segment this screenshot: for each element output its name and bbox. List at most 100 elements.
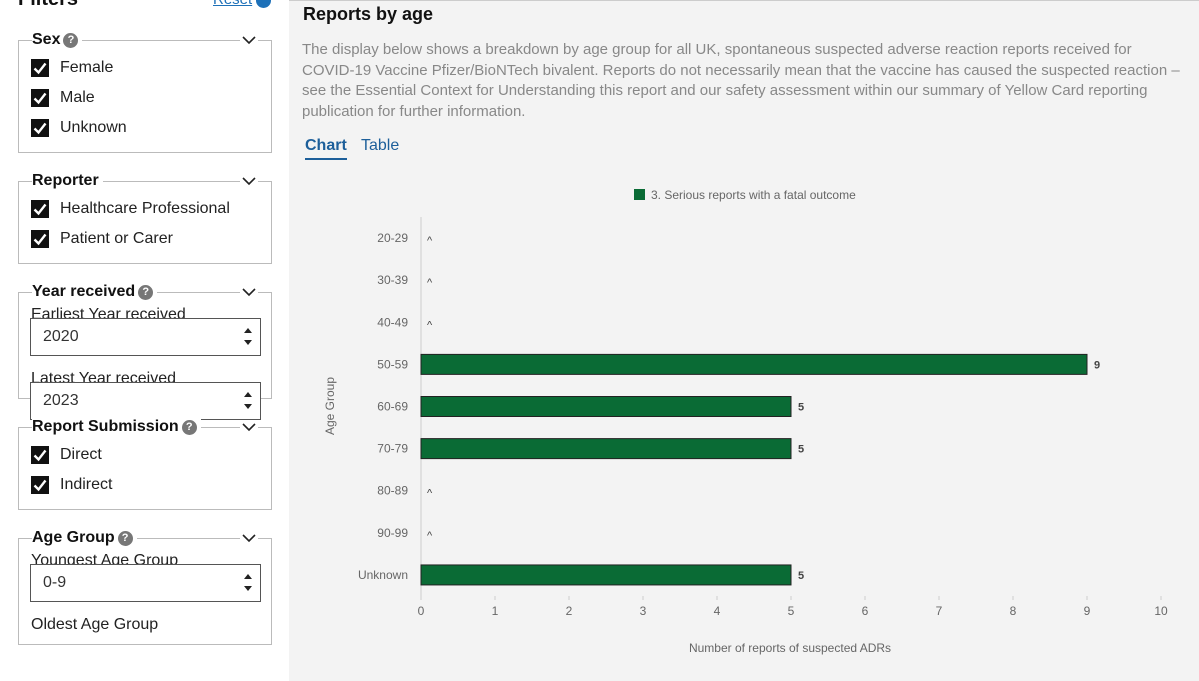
chevron[interactable]	[240, 421, 258, 433]
legend-swatch	[634, 189, 645, 200]
legend-text[interactable]: Report Submission	[32, 418, 179, 435]
checkbox-label[interactable]: Indirect	[60, 476, 113, 493]
y-tick-label: 90-99	[377, 526, 408, 540]
legend-label: 3. Serious reports with a fatal outcome	[651, 188, 856, 202]
filter-group	[18, 40, 272, 153]
bar	[420, 353, 1088, 375]
select[interactable]: 0-9	[30, 564, 261, 602]
y-tick-label: 70-79	[377, 442, 408, 456]
legend-text[interactable]: Reporter	[32, 172, 99, 189]
help-icon[interactable]: ?	[138, 285, 154, 300]
heading: Reports by age	[303, 4, 434, 24]
filter-group	[18, 427, 272, 510]
y-tick-label: Unknown	[358, 568, 408, 582]
bar	[420, 438, 792, 460]
x-tick-label: 0	[418, 604, 425, 618]
chevron-icon	[242, 423, 256, 432]
check-mark	[33, 62, 47, 75]
reset-link[interactable]: Reset	[213, 0, 252, 8]
checkbox-label[interactable]: Male	[60, 89, 95, 106]
legend-text[interactable]: Age Group	[32, 529, 115, 546]
value-label: ^	[427, 235, 433, 247]
checkbox[interactable]	[31, 230, 49, 248]
select[interactable]: 2020	[30, 318, 261, 356]
value-label: 5	[798, 402, 804, 414]
select-arrows	[244, 574, 252, 591]
checkbox-label[interactable]: Healthcare Professional	[60, 200, 230, 217]
filter-legend[interactable]: Sex?	[32, 30, 83, 50]
x-tick-label: 2	[566, 604, 573, 618]
checkbox-label[interactable]: Female	[60, 59, 114, 76]
checkbox[interactable]	[31, 119, 49, 137]
main-panel: Reports by age The display below shows a…	[289, 0, 1199, 681]
tab-table[interactable]: Table	[361, 137, 400, 154]
x-tick-label: 10	[1154, 604, 1168, 618]
check-mark	[33, 92, 47, 105]
checkbox[interactable]	[31, 200, 49, 218]
description: The display below shows a breakdown by a…	[302, 41, 1180, 120]
filter-legend[interactable]: Year received?	[32, 282, 158, 302]
checkbox[interactable]	[31, 446, 49, 464]
filter-legend[interactable]: Reporter	[32, 171, 103, 191]
value-label: ^	[427, 277, 433, 289]
checkbox-label[interactable]: Direct	[60, 446, 102, 463]
filter-group	[18, 181, 272, 264]
check-mark	[33, 233, 47, 246]
select-arrows	[244, 392, 252, 409]
select[interactable]: 2023	[30, 382, 261, 420]
legend-text[interactable]: Sex	[32, 31, 61, 48]
x-tick-label: 8	[1010, 604, 1017, 618]
x-tick-label: 7	[936, 604, 943, 618]
select-value: 0-9	[43, 574, 67, 591]
filter-sidebar: Filters Reset Female Male Unknown Sex? Healt…	[0, 0, 289, 681]
x-tick-label: 4	[714, 604, 721, 618]
y-tick-label: 20-29	[377, 231, 408, 245]
select-value: 2023	[43, 392, 79, 409]
y-tick-label: 50-59	[377, 357, 408, 371]
select-value: 2020	[43, 328, 79, 345]
check-mark	[33, 122, 47, 135]
y-tick-label: 80-89	[377, 484, 408, 498]
x-tick-label: 3	[640, 604, 647, 618]
chart: 0 1 2 3 4 5 6 7 8 9 10 Number of reports of suspect…	[323, 188, 1168, 655]
help-icon[interactable]: ?	[181, 420, 197, 435]
reset-icon[interactable]	[256, 0, 271, 8]
help-icon[interactable]: ?	[63, 33, 79, 48]
x-tick-label: 9	[1084, 604, 1091, 618]
select-label: Oldest Age Group	[31, 616, 159, 633]
y-tick-label: 40-49	[377, 315, 408, 329]
value-label: ^	[427, 319, 433, 331]
chevron[interactable]	[240, 286, 258, 298]
select-arrows	[244, 328, 252, 345]
bar	[420, 564, 792, 586]
filters-title: Filters	[18, 0, 78, 11]
chevron[interactable]	[240, 532, 258, 544]
chevron[interactable]	[240, 175, 258, 187]
chevron[interactable]	[240, 34, 258, 46]
filter-legend[interactable]: Report Submission?	[32, 417, 201, 437]
filter-legend[interactable]: Age Group?	[32, 528, 137, 548]
value-label: 9	[1094, 359, 1100, 371]
x-axis-title: Number of reports of suspected ADRs	[689, 641, 891, 655]
chevron-icon	[242, 36, 256, 45]
chevron-icon	[242, 534, 256, 543]
checkbox[interactable]	[31, 89, 49, 107]
checkbox-label[interactable]: Unknown	[60, 119, 127, 136]
help-icon[interactable]: ?	[117, 531, 133, 546]
chevron-icon	[242, 177, 256, 186]
value-label: ^	[427, 488, 433, 500]
checkbox-label[interactable]: Patient or Carer	[60, 230, 173, 247]
check-mark	[33, 449, 47, 462]
tab-chart[interactable]: Chart	[305, 137, 347, 160]
x-tick-label: 6	[862, 604, 869, 618]
checkbox[interactable]	[31, 59, 49, 77]
value-label: ^	[427, 530, 433, 542]
chevron-icon	[242, 288, 256, 297]
value-label: 5	[798, 570, 804, 582]
y-axis-title: Age Group	[323, 377, 337, 435]
bar	[420, 396, 792, 417]
legend-text[interactable]: Year received	[32, 283, 136, 300]
x-tick-label: 1	[492, 604, 499, 618]
checkbox[interactable]	[31, 476, 49, 494]
